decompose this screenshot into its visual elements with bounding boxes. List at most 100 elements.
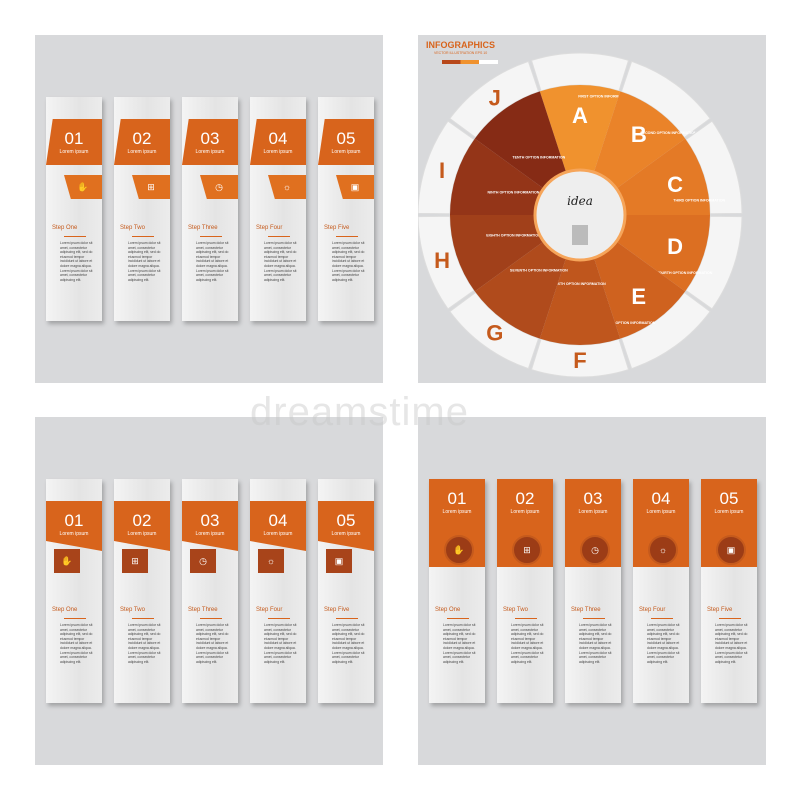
wheel-segment [616, 138, 710, 215]
step-card: 02 Lorem ipsum ⊞ Step Two Lorem ipsum dol… [114, 97, 170, 321]
step-title: Step Two [120, 607, 145, 613]
segment-letter: D [667, 234, 683, 259]
divider [200, 618, 222, 619]
money-hand-icon: ✋ [54, 549, 80, 573]
panel-steps-1: 01 Lorem ipsum ✋ Step One Lorem ipsum dol… [35, 35, 383, 383]
step-number: 05 [336, 129, 356, 148]
step-body: Lorem ipsum dolor sit amet, consectetur … [60, 241, 93, 282]
option-title: NINTH OPTION INFORMATION [488, 190, 540, 194]
step-header: 03 Lorem ipsum [182, 501, 238, 551]
step-number: 01 [447, 489, 467, 508]
segment-letter: F [573, 348, 586, 373]
divider [200, 236, 222, 237]
step-header: 04 Lorem ipsum [250, 119, 306, 165]
step-header: 01 Lorem ipsum [46, 119, 102, 165]
step-title: Step Three [188, 607, 218, 613]
step-number: 02 [515, 489, 535, 508]
step-header: 01 Lorem ipsum [46, 501, 102, 551]
step-title: Step Five [324, 225, 350, 231]
step-body: Lorem ipsum dolor sit amet, consectetur … [647, 623, 680, 664]
wheel-title: INFOGRAPHICS [426, 40, 496, 50]
divider [132, 618, 154, 619]
wheel-segment [539, 257, 621, 345]
step-title: Step Five [707, 607, 733, 613]
step-title: Step Four [256, 225, 283, 231]
step-header: 02 Lorem ipsum [114, 119, 170, 165]
org-chart-icon: ⊞ [132, 175, 170, 199]
step-title: Step Two [503, 607, 528, 613]
step-header: 04 Lorem ipsum [250, 501, 306, 551]
step-body: Lorem ipsum dolor sit amet, consectetur … [443, 623, 476, 664]
step-card: 02 Lorem ipsum ⊞ Step Two Lorem ipsum dol… [114, 479, 170, 703]
step-number: 03 [200, 129, 220, 148]
wheel-segment [474, 91, 567, 189]
center-text: idea [567, 194, 593, 208]
segment-letter: I [439, 158, 445, 183]
segment-letter: A [572, 103, 588, 128]
step-body: Lorem ipsum dolor sit amet, consectetur … [264, 241, 297, 282]
step-body: Lorem ipsum dolor sit amet, consectetur … [60, 623, 93, 664]
wheel-segment [539, 84, 621, 173]
panel-wheel: INFOGRAPHICS VECTOR ILLUSTRATION EPS 10 … [418, 35, 766, 383]
segment-letter: H [434, 248, 450, 273]
step-card: 03 Lorem ipsum ◷ Step Three Lorem ipsum d… [182, 479, 238, 703]
step-number: 05 [336, 511, 356, 530]
step-label: Lorem ipsum [59, 149, 89, 155]
step-label: Lorem ipsum [59, 531, 89, 537]
step-body: Lorem ipsum dolor sit amet, consectetur … [264, 623, 297, 664]
step-label: Lorem ipsum [127, 531, 157, 537]
step-title: Step Four [256, 607, 283, 613]
step-body: Lorem ipsum dolor sit amet, consectetur … [579, 623, 612, 664]
step-header: 05 Lorem ipsum [318, 501, 374, 551]
segment-letter: C [667, 172, 683, 197]
lightbulb-icon: ☼ [268, 175, 306, 199]
step-card: 05 Lorem ipsum ▣ Step Five Lorem ipsum do… [318, 97, 374, 321]
step-label: Lorem ipsum [442, 509, 472, 515]
org-chart-icon: ⊞ [122, 549, 148, 573]
banknote-icon: ▣ [336, 175, 374, 199]
wheel-segment [593, 91, 686, 189]
step-title: Step Three [188, 225, 218, 231]
step-card: 02 Lorem ipsum ⊞ Step Two Lorem ipsum dol… [497, 479, 553, 703]
wheel-segment [593, 241, 686, 339]
step-title: Step One [52, 225, 78, 231]
step-number: 04 [268, 129, 288, 148]
step-card: 01 Lorem ipsum ✋ Step One Lorem ipsum dol… [46, 479, 102, 703]
step-title: Step One [435, 607, 461, 613]
step-title: Step Four [639, 607, 666, 613]
step-body: Lorem ipsum dolor sit amet, consectetur … [715, 623, 748, 664]
divider [268, 236, 290, 237]
wheel-segment [616, 215, 710, 292]
option-title: THIRD OPTION INFORMATION [673, 198, 725, 202]
divider [336, 236, 358, 237]
segment-letter: B [631, 122, 647, 147]
divider [447, 618, 469, 619]
step-label: Lorem ipsum [195, 531, 225, 537]
step-card: 04 Lorem ipsum ☼ Step Four Lorem ipsum do… [250, 97, 306, 321]
step-card: 05 Lorem ipsum ▣ Step Five Lorem ipsum do… [318, 479, 374, 703]
step-card: 01 Lorem ipsum ✋ Step One Lorem ipsum dol… [429, 479, 485, 703]
banknote-icon: ▣ [716, 535, 746, 565]
divider [515, 618, 537, 619]
step-header: 03 Lorem ipsum [182, 119, 238, 165]
segment-letter: E [631, 284, 646, 309]
lightbulb-icon: ☼ [258, 549, 284, 573]
option-title: SECOND OPTION INFORMATION [640, 131, 697, 135]
step-number: 02 [132, 511, 152, 530]
step-label: Lorem ipsum [331, 149, 361, 155]
option-title: SIXTH OPTION INFORMATION [554, 282, 606, 286]
step-header: 05 Lorem ipsum [318, 119, 374, 165]
divider [651, 618, 673, 619]
step-number: 01 [64, 511, 84, 530]
option-title: FOURTH OPTION INFORMATION [657, 271, 713, 275]
step-label: Lorem ipsum [714, 509, 744, 515]
clock-icon: ◷ [190, 549, 216, 573]
step-body: Lorem ipsum dolor sit amet, consectetur … [128, 623, 161, 664]
step-number: 04 [268, 511, 288, 530]
divider [583, 618, 605, 619]
wheel-segment [450, 138, 544, 215]
step-title: Step Three [571, 607, 601, 613]
option-title: TENTH OPTION INFORMATION [512, 155, 565, 159]
panel-steps-3: 01 Lorem ipsum ✋ Step One Lorem ipsum dol… [418, 417, 766, 765]
step-label: Lorem ipsum [331, 531, 361, 537]
